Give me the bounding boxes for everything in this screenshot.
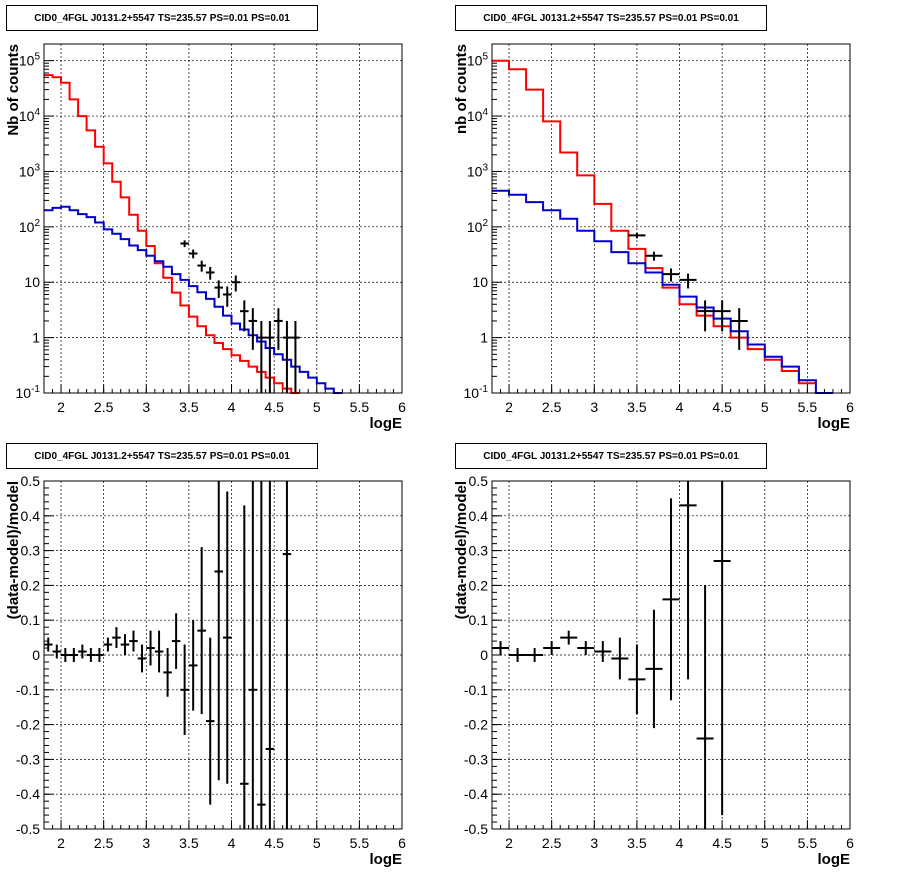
p1-series-2-line	[44, 205, 343, 394]
p1-y-tick-label: 103	[19, 162, 41, 179]
p3-x-axis-title: logE	[370, 851, 403, 868]
p4-x-axis-title: logE	[818, 851, 851, 868]
p2-x-tick-label: 2	[505, 399, 513, 415]
p4-y-tick-label: -0.2	[464, 717, 488, 733]
p2-x-tick-label: 6	[846, 399, 854, 415]
p4-y-tick-label: -0.5	[464, 821, 488, 837]
p3-y-tick-label: 0.3	[21, 543, 41, 559]
panel-4-title: CID0_4FGL J0131.2+5547 TS=235.57 PS=0.01…	[455, 443, 767, 469]
p1-y-tick-label: 10-1	[16, 384, 41, 401]
p1-plot-area	[44, 44, 402, 393]
p3-y-tick-label: -0.5	[16, 821, 40, 837]
p4-y-tick-label: 0.2	[469, 577, 489, 593]
p2-y-tick-label: 102	[467, 218, 489, 235]
p1-x-axis-title: logE	[370, 415, 403, 432]
p1-x-tick-label: 2	[57, 399, 65, 415]
p1-x-tick-label: 5	[313, 399, 321, 415]
p1-x-tick-label: 2.5	[94, 399, 114, 415]
p3-y-tick-label: -0.1	[16, 682, 40, 698]
panel-2-title: CID0_4FGL J0131.2+5547 TS=235.57 PS=0.01…	[455, 5, 767, 31]
p4-y-tick-label: 0	[480, 647, 488, 663]
p4-x-tick-label: 5.5	[798, 835, 818, 851]
p3-x-tick-label: 5	[313, 835, 321, 851]
p4-y-tick-label: 0.5	[469, 473, 489, 489]
p4-y-axis-title: (data-model)/model	[453, 481, 470, 619]
p4-y-tick-label: 0.3	[469, 543, 489, 559]
p4-x-tick-label: 2.5	[542, 835, 562, 851]
p4-x-tick-label: 5	[761, 835, 769, 851]
p1-y-tick-label: 10	[24, 274, 40, 290]
p2-plot-area	[492, 44, 850, 393]
p2-x-tick-label: 3	[590, 399, 598, 415]
panel-3-title: CID0_4FGL J0131.2+5547 TS=235.57 PS=0.01…	[6, 443, 318, 469]
p1-x-tick-label: 3	[142, 399, 150, 415]
p2-y-tick-label: 10-1	[464, 384, 489, 401]
p4-x-tick-label: 4.5	[712, 835, 732, 851]
p3-x-tick-label: 3.5	[179, 835, 199, 851]
p4-y-tick-label: -0.4	[464, 786, 488, 802]
p4-x-tick-label: 4	[676, 835, 684, 851]
p2-y-tick-label: 105	[467, 52, 489, 69]
p3-y-tick-label: -0.3	[16, 751, 40, 767]
p2-x-tick-label: 5.5	[798, 399, 818, 415]
p4-x-tick-label: 2	[505, 835, 513, 851]
p2-x-tick-label: 5	[761, 399, 769, 415]
p2-y-tick-label: 1	[480, 330, 488, 346]
p1-frame	[43, 43, 403, 394]
p4-y-tick-label: -0.1	[464, 682, 488, 698]
p3-frame	[43, 480, 403, 830]
p3-y-tick-label: 0.4	[21, 508, 41, 524]
p1-y-tick-label: 104	[19, 107, 41, 124]
p2-x-tick-label: 4	[676, 399, 684, 415]
p1-y-tick-label: 1	[32, 330, 40, 346]
p3-x-tick-label: 6	[398, 835, 406, 851]
p1-x-tick-label: 6	[398, 399, 406, 415]
p2-x-tick-label: 2.5	[542, 399, 562, 415]
p2-y-tick-label: 103	[467, 162, 489, 179]
p2-y-axis-title: nb of counts	[453, 44, 470, 134]
panel-1-title: CID0_4FGL J0131.2+5547 TS=235.57 PS=0.01…	[6, 5, 318, 31]
p1-y-tick-label: 105	[19, 52, 41, 69]
p1-x-tick-label: 5.5	[350, 399, 370, 415]
p3-x-tick-label: 2.5	[94, 835, 114, 851]
p4-y-tick-label: -0.3	[464, 751, 488, 767]
p4-x-tick-label: 3	[590, 835, 598, 851]
p3-y-tick-label: -0.4	[16, 786, 40, 802]
p2-y-tick-label: 10	[472, 274, 488, 290]
p3-y-tick-label: 0.5	[21, 473, 41, 489]
p4-x-tick-label: 6	[846, 835, 854, 851]
p1-x-tick-label: 4.5	[264, 399, 284, 415]
p3-y-tick-label: 0.1	[21, 612, 41, 628]
p1-y-tick-label: 102	[19, 218, 41, 235]
p2-x-tick-label: 4.5	[712, 399, 732, 415]
p1-y-axis-title: Nb of counts	[5, 44, 22, 136]
p3-y-tick-label: 0	[32, 647, 40, 663]
p2-y-tick-label: 104	[467, 107, 489, 124]
p3-x-tick-label: 4	[228, 835, 236, 851]
p1-x-tick-label: 3.5	[179, 399, 199, 415]
p3-x-tick-label: 3	[142, 835, 150, 851]
p4-x-tick-label: 3.5	[627, 835, 647, 851]
p3-x-tick-label: 2	[57, 835, 65, 851]
p4-y-tick-label: 0.4	[469, 508, 489, 524]
p3-y-tick-label: -0.2	[16, 717, 40, 733]
p4-frame	[491, 480, 851, 830]
p2-frame	[491, 43, 851, 394]
p3-y-tick-label: 0.2	[21, 577, 41, 593]
p3-x-tick-label: 5.5	[350, 835, 370, 851]
p3-x-tick-label: 4.5	[264, 835, 284, 851]
p2-x-tick-label: 3.5	[627, 399, 647, 415]
p2-x-axis-title: logE	[818, 415, 851, 432]
p1-series-1-line	[44, 74, 300, 394]
p4-y-tick-label: 0.1	[469, 612, 489, 628]
p3-y-axis-title: (data-model)/model	[5, 481, 22, 619]
p1-x-tick-label: 4	[228, 399, 236, 415]
p2-series-2-line	[492, 189, 833, 394]
p2-series-1-line	[492, 59, 816, 385]
